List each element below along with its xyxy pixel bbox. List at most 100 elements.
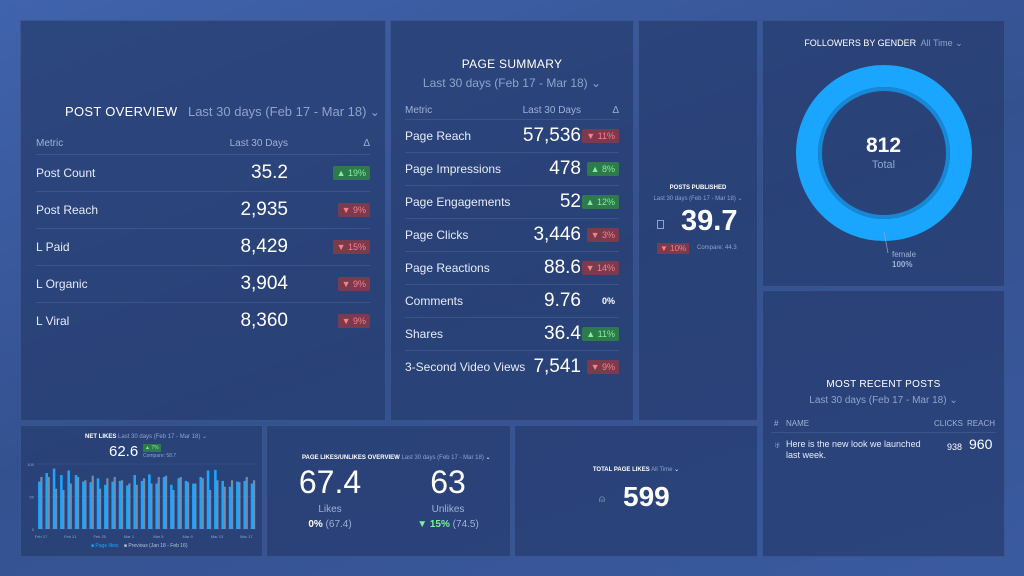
post-overview-range[interactable]: Last 30 days (Feb 17 - Mar 18) <box>187 104 367 119</box>
bar-page-likes <box>89 482 92 529</box>
bar-previous <box>128 483 131 529</box>
table-row[interactable]: L Organic 3,904 ▼ 9% <box>36 265 370 302</box>
table-row[interactable]: Post Count 35.2 ▲ 19% <box>36 154 370 191</box>
likes-overview-panel: PAGE LIKES/UNLIKES OVERVIEW Last 30 days… <box>266 425 511 557</box>
bar-page-likes <box>221 480 224 529</box>
col-delta: Δ <box>363 138 370 149</box>
donut-segment-female[interactable] <box>796 65 972 241</box>
range-label: Last 30 days (Feb 17 - Mar 18) <box>653 196 736 202</box>
metric-value: 3,446 <box>533 224 581 245</box>
metric-value: 8,429 <box>240 236 288 257</box>
bar-page-likes <box>118 480 122 529</box>
metric-label: 3-Second Video Views <box>405 360 526 374</box>
table-row[interactable]: Page Impressions 478 ▲ 8% <box>405 152 619 185</box>
most-recent-posts-panel: MOST RECENT POSTS Last 30 days (Feb 17 -… <box>762 290 1005 557</box>
followers-total: 812 <box>865 134 902 157</box>
net-likes-chart: 0 50 100 Feb 17 Feb 21 Feb 25 Mar 1 Mar 5 Mar 9 M… <box>27 462 257 539</box>
col-num: # <box>774 419 779 428</box>
bar-previous <box>98 488 102 529</box>
bar-previous <box>194 483 197 529</box>
likes-label: Likes <box>318 504 342 515</box>
total-likes-range[interactable]: All Time <box>651 467 673 473</box>
legend-label: Page likes <box>95 543 119 549</box>
followers-title: FOLLOWERS BY GENDER <box>804 38 917 48</box>
unlikes-prev: (74.5) <box>452 519 479 530</box>
donut-chart <box>796 65 972 254</box>
segment-label: female <box>892 250 917 259</box>
bar-page-likes <box>67 470 70 529</box>
post-name[interactable]: Here is the new look we launched last we… <box>786 439 921 460</box>
delta-badge: ▼ 3% <box>586 228 619 242</box>
metric-label: Page Engagements <box>405 195 511 209</box>
legend-previous[interactable]: ■ Previous (Jan 18 - Feb 16) <box>123 543 188 549</box>
total-likes-title: TOTAL PAGE LIKES <box>592 467 650 473</box>
y-tick-label: 0 <box>32 527 35 532</box>
bar-page-likes <box>228 486 232 529</box>
metric-label: Page Reach <box>405 129 472 143</box>
likes-delta: 0% <box>308 519 323 530</box>
bar-page-likes <box>38 481 41 529</box>
label-leader-line <box>883 231 889 254</box>
likes-overview-title: PAGE LIKES/UNLIKES OVERVIEW <box>302 455 400 461</box>
bar-previous <box>208 490 212 529</box>
table-row[interactable]: Shares 36.4 ▲ 11% <box>405 317 619 350</box>
metric-label: Shares <box>405 327 444 341</box>
bar-previous <box>216 480 219 529</box>
bar-page-likes <box>126 485 129 529</box>
col-value: Last 30 Days <box>229 138 288 149</box>
likes-overview-range[interactable]: Last 30 days (Feb 17 - Mar 18) <box>401 455 484 461</box>
net-likes-range[interactable]: Last 30 days (Feb 17 - Mar 18) <box>118 434 201 440</box>
metric-value: 52 <box>559 191 581 212</box>
likes-prev: (67.4) <box>325 519 352 530</box>
delta-badge: ▲ 11% <box>582 327 619 341</box>
bar-page-likes <box>96 478 100 529</box>
metric-label: Page Clicks <box>405 228 469 242</box>
bar-previous <box>142 478 146 529</box>
legend-page-likes[interactable]: ■ Page likes <box>91 543 119 549</box>
metric-label: L Organic <box>36 277 88 291</box>
metric-value: 8,360 <box>240 310 288 331</box>
followers-by-gender-panel: FOLLOWERS BY GENDER All Time ⌄ 812 Total… <box>762 20 1005 287</box>
net-likes-value: 62.6 <box>109 443 139 460</box>
recent-posts-range[interactable]: Last 30 days (Feb 17 - Mar 18) ⌄ <box>809 395 958 406</box>
table-row[interactable]: L Paid 8,429 ▼ 15% <box>36 228 370 265</box>
posts-published-panel: POSTS PUBLISHED Last 30 days (Feb 17 - M… <box>638 20 758 421</box>
table-row[interactable]: 3-Second Video Views 7,541 ▼ 9% <box>405 350 619 383</box>
followers-range[interactable]: All Time <box>920 38 953 48</box>
chevron-down-icon: ⌄ <box>587 76 602 90</box>
delta-badge: ▼ 9% <box>337 277 370 291</box>
x-tick-label: Feb 17 <box>35 534 48 539</box>
recent-posts-title: MOST RECENT POSTS <box>826 379 941 390</box>
posts-published-range[interactable]: Last 30 days (Feb 17 - Mar 18) ⌄ <box>653 196 743 202</box>
bar-previous <box>238 482 241 529</box>
table-row[interactable]: Page Reach 57,536 ▼ 11% <box>405 119 619 152</box>
legend-label: Previous (Jan 18 - Feb 16) <box>128 543 188 549</box>
bar-previous <box>47 477 50 529</box>
bar-page-likes <box>199 477 202 529</box>
total-page-likes-panel: TOTAL PAGE LIKES All Time ⌄ ⍝ 599 <box>514 425 758 557</box>
post-overview-title: POST OVERVIEW <box>65 104 178 119</box>
bar-previous <box>135 484 138 529</box>
col-name: NAME <box>786 419 810 428</box>
bar-page-likes <box>250 483 254 529</box>
document-icon <box>657 220 664 229</box>
table-row[interactable]: L Viral 8,360 ▼ 9% <box>36 302 370 339</box>
delta-badge: ▼ 15% <box>332 240 370 254</box>
page-summary-range[interactable]: Last 30 days (Feb 17 - Mar 18) ⌄ <box>391 76 633 90</box>
bar-page-likes <box>74 475 78 529</box>
metric-label: Post Reach <box>36 203 99 217</box>
table-row[interactable]: ♅ Here is the new look we launched last … <box>771 432 996 464</box>
delta-badge: 0% <box>601 296 615 306</box>
col-delta: Δ <box>612 105 619 116</box>
table-row[interactable]: Comments 9.76 0% <box>405 284 619 317</box>
bar-page-likes <box>140 480 144 529</box>
table-row[interactable]: Page Clicks 3,446 ▼ 3% <box>405 218 619 251</box>
metric-value: 36.4 <box>544 323 581 344</box>
table-row[interactable]: Page Engagements 52 ▲ 12% <box>405 185 619 218</box>
delta-badge: ▲ 12% <box>581 195 619 209</box>
table-row[interactable]: Page Reactions 88.6 ▼ 14% <box>405 251 619 284</box>
chevron-down-icon[interactable]: ⌄ <box>366 105 380 119</box>
bar-page-likes <box>243 480 246 529</box>
table-row[interactable]: Post Reach 2,935 ▼ 9% <box>36 191 370 228</box>
bar-previous <box>69 483 72 529</box>
